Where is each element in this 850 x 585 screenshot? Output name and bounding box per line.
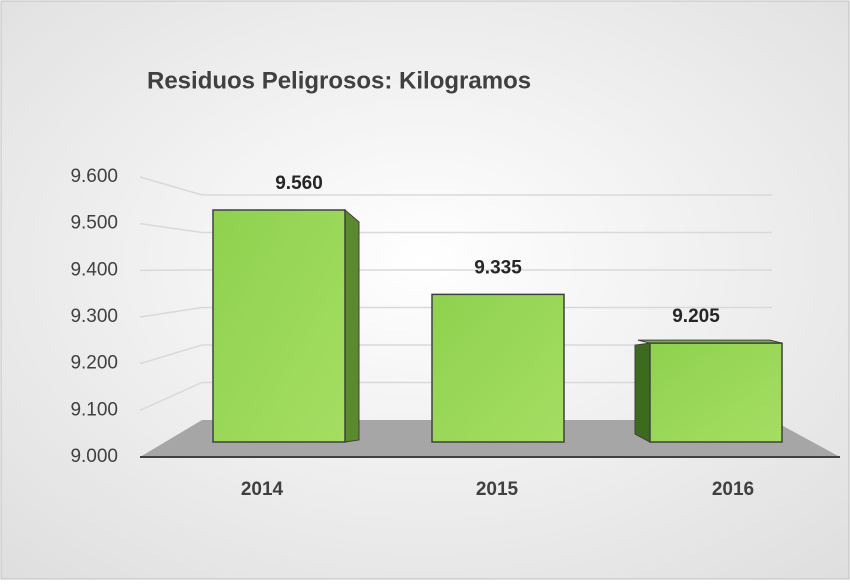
x-tick-label: 2015 — [476, 479, 519, 500]
y-tick-label: 9.100 — [70, 399, 118, 420]
x-tick-label: 2014 — [241, 479, 284, 500]
bar — [432, 294, 564, 442]
y-tick-label: 9.200 — [70, 353, 118, 374]
bar-side — [635, 343, 650, 442]
y-tick-label: 9.400 — [70, 259, 118, 280]
data-label: 9.560 — [275, 173, 323, 194]
bar — [213, 210, 345, 442]
y-tick-label: 9.600 — [70, 166, 118, 187]
bar — [650, 343, 782, 442]
x-tick-label: 2016 — [712, 479, 754, 500]
y-tick-label: 9.000 — [70, 446, 118, 467]
data-label: 9.335 — [474, 257, 522, 278]
chart-title: Residuos Peligrosos: Kilogramos — [147, 67, 531, 94]
y-tick-label: 9.300 — [70, 306, 118, 327]
data-label: 9.205 — [672, 306, 720, 327]
bar-side — [345, 210, 359, 442]
y-tick-label: 9.500 — [70, 213, 118, 234]
